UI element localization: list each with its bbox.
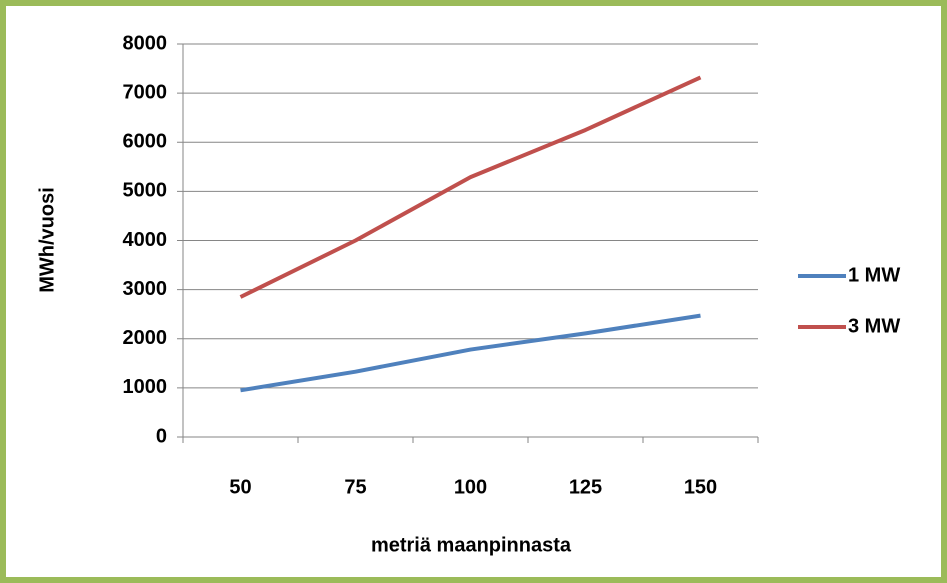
- series-lines: [239, 75, 702, 393]
- y-tick-labels: 0 1000 2000 3000 4000 5000 6000 7000 8000: [123, 32, 168, 447]
- axes: [177, 43, 759, 443]
- x-tick-labels: 50 75 100 125 150: [229, 476, 717, 498]
- y-tick-label: 5000: [123, 180, 168, 202]
- legend: 1 MW 3 MW: [798, 264, 900, 337]
- series-line-2: [239, 75, 702, 299]
- x-tick-label: 100: [454, 476, 487, 498]
- y-axis-title: MWh/vuosi: [36, 187, 58, 293]
- y-tick-label: 8000: [123, 32, 168, 54]
- x-tick-label: 75: [344, 476, 366, 498]
- x-tick-label: 125: [569, 476, 602, 498]
- y-tick-label: 4000: [123, 229, 168, 251]
- x-tick-label: 150: [684, 476, 717, 498]
- legend-label: 1 MW: [848, 264, 900, 286]
- series-line-1: [240, 313, 701, 393]
- x-tick-label: 50: [229, 476, 251, 498]
- gridlines: [183, 43, 758, 389]
- y-tick-label: 7000: [123, 81, 168, 103]
- y-tick-label: 6000: [123, 131, 168, 153]
- y-tick-label: 1000: [123, 376, 168, 398]
- y-tick-label: 0: [156, 425, 167, 447]
- y-tick-label: 2000: [123, 327, 168, 349]
- legend-label: 3 MW: [848, 315, 900, 337]
- y-tick-label: 3000: [123, 278, 168, 300]
- x-axis-title: metriä maanpinnasta: [371, 534, 572, 556]
